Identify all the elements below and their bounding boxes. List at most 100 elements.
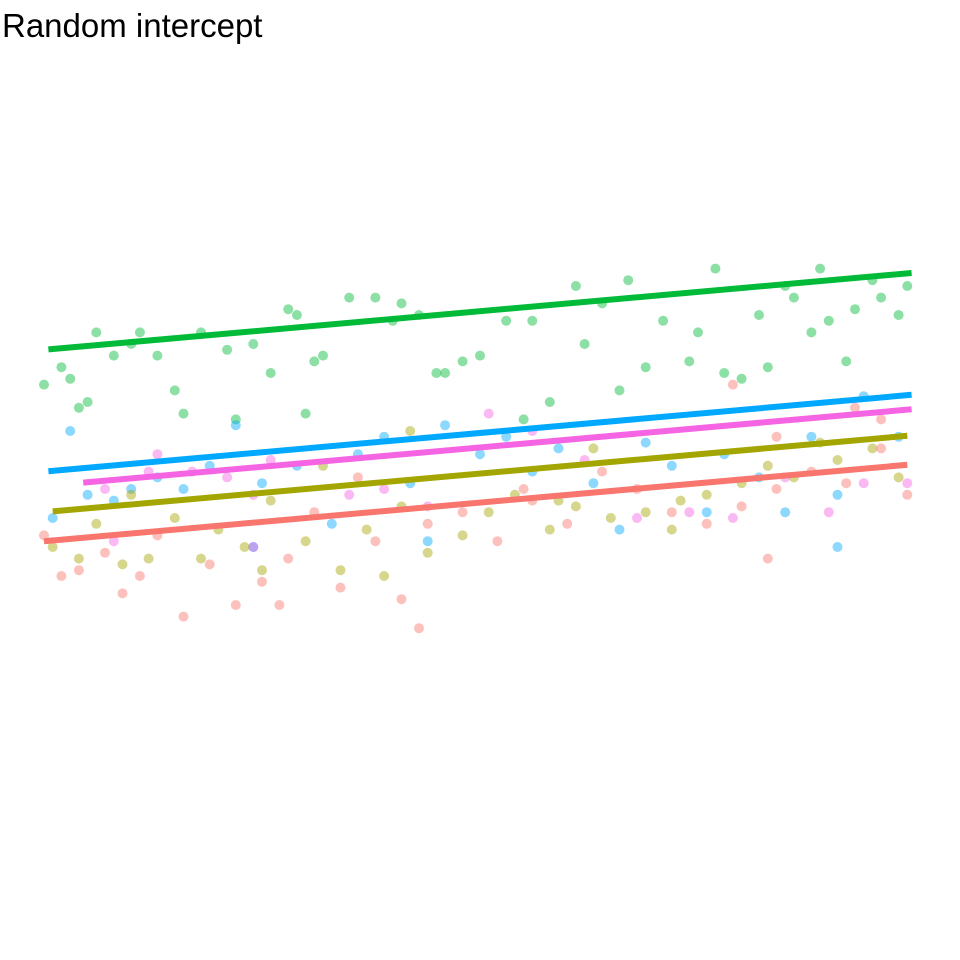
data-point-group-1-2 bbox=[56, 362, 67, 373]
data-point-group-4-16 bbox=[457, 530, 468, 541]
data-point-group-4-5 bbox=[143, 553, 154, 564]
data-point-group-1-3 bbox=[65, 373, 76, 384]
data-point-group-1-58 bbox=[710, 263, 721, 274]
data-point-group-4-17 bbox=[483, 507, 494, 518]
data-point-group-1-26 bbox=[475, 350, 485, 361]
data-point-group-4-36 bbox=[588, 443, 599, 454]
data-point-group-5-31 bbox=[902, 489, 913, 500]
data-point-group-3-7 bbox=[344, 489, 355, 500]
data-point-group-3-8 bbox=[379, 484, 390, 494]
data-point-group-1-60 bbox=[841, 356, 852, 367]
data-point-group-1-44 bbox=[893, 310, 904, 320]
data-point-group-1-37 bbox=[736, 373, 747, 384]
data-point-group-4-23 bbox=[675, 495, 686, 506]
data-point-group-1-47 bbox=[300, 408, 311, 419]
data-point-group-2-23 bbox=[640, 437, 651, 448]
data-point-group-4-11 bbox=[300, 536, 311, 547]
data-point-group-5-39 bbox=[352, 472, 363, 483]
data-point-group-5-36 bbox=[876, 414, 887, 425]
data-point-group-5-26 bbox=[736, 501, 747, 512]
data-point-group-4-4 bbox=[117, 559, 128, 570]
data-point-group-1-1 bbox=[39, 379, 49, 390]
data-point-group-5-4 bbox=[100, 547, 110, 558]
data-point-group-3-6 bbox=[265, 455, 276, 465]
data-point-group-1-24 bbox=[431, 368, 442, 378]
data-point-group-4-28 bbox=[832, 455, 843, 465]
data-point-group-4-30 bbox=[893, 472, 904, 483]
data-point-group-1-5 bbox=[82, 397, 93, 407]
data-point-group-3-13 bbox=[632, 513, 642, 523]
data-point-group-2-28 bbox=[780, 507, 791, 518]
data-point-group-4-12 bbox=[335, 565, 346, 576]
data-point-group-5-5 bbox=[117, 588, 128, 599]
data-point-group-1-27 bbox=[501, 315, 512, 326]
data-point-group-5-12 bbox=[283, 553, 294, 564]
data-point-group-2-12 bbox=[326, 518, 337, 529]
data-point-group-2-22 bbox=[614, 524, 625, 535]
data-point-group-2-25 bbox=[701, 507, 712, 518]
data-point-group-3-17 bbox=[823, 507, 834, 518]
data-point-group-4-29 bbox=[867, 443, 878, 454]
data-point-group-1-50 bbox=[684, 356, 695, 367]
data-point-group-3-21 bbox=[108, 536, 119, 547]
data-point-group-1-17 bbox=[309, 356, 320, 367]
data-point-group-5-22 bbox=[597, 466, 608, 477]
data-point-group-5-32 bbox=[274, 600, 285, 610]
data-point-group-5-11 bbox=[257, 576, 267, 587]
data-point-group-4-21 bbox=[605, 513, 616, 523]
data-point-group-1-15 bbox=[283, 304, 294, 315]
data-point-group-5-29 bbox=[841, 478, 852, 489]
data-point-group-1-34 bbox=[658, 315, 669, 326]
data-point-group-4-3 bbox=[91, 518, 102, 529]
data-point-group-3-4 bbox=[222, 472, 233, 483]
data-point-group-5-38 bbox=[771, 431, 782, 442]
data-point-group-1-36 bbox=[719, 368, 730, 378]
data-point-group-5-21 bbox=[562, 518, 573, 529]
data-point-group-5-14 bbox=[335, 582, 346, 593]
data-point-group-1-22 bbox=[396, 298, 407, 309]
data-point-group-5-6 bbox=[134, 571, 145, 581]
data-point-group-2-1 bbox=[47, 513, 58, 523]
data-point-group-1-25 bbox=[457, 356, 468, 367]
data-point-group-1-16 bbox=[291, 310, 302, 320]
data-point-group-2-30 bbox=[832, 489, 843, 500]
lines-layer bbox=[43, 270, 912, 545]
data-point-group-2-29 bbox=[806, 431, 817, 442]
data-point-group-1-53 bbox=[876, 292, 887, 303]
data-point-group-4-39 bbox=[379, 571, 390, 581]
data-point-group-3-10 bbox=[483, 408, 494, 419]
data-point-group-3-19 bbox=[902, 478, 913, 489]
data-point-group-1-46 bbox=[230, 414, 241, 425]
data-point-group-4-26 bbox=[762, 460, 773, 471]
data-point-group-5-25 bbox=[701, 518, 712, 529]
data-point-group-2-7 bbox=[178, 484, 189, 494]
data-point-group-5-40 bbox=[518, 484, 529, 494]
data-point-group-5-8 bbox=[178, 611, 189, 622]
data-point-group-1-30 bbox=[570, 281, 581, 291]
data-point-group-4-37 bbox=[666, 524, 677, 535]
data-point-group-1-56 bbox=[440, 368, 451, 378]
data-point-group-1-52 bbox=[806, 327, 817, 338]
data-point-group-1-8 bbox=[134, 327, 145, 338]
data-point-group-4-2 bbox=[73, 553, 84, 564]
data-point-group-1-45 bbox=[902, 281, 913, 291]
data-point-group-1-49 bbox=[614, 385, 625, 396]
data-point-group-3-1 bbox=[100, 484, 110, 494]
data-point-group-4-31 bbox=[126, 489, 137, 500]
chart-title: Random intercept bbox=[2, 7, 263, 44]
data-point-group-1-33 bbox=[640, 362, 651, 373]
data-point-group-5-19 bbox=[492, 536, 503, 547]
data-point-group-4-9 bbox=[239, 542, 250, 552]
data-point-group-1-18 bbox=[318, 350, 328, 361]
data-point-group-4-38 bbox=[257, 565, 267, 576]
fit-line-group-1 bbox=[48, 270, 912, 353]
data-point-group-4-10 bbox=[265, 495, 276, 506]
data-point-group-1-40 bbox=[815, 263, 826, 274]
data-point-group-2-17 bbox=[475, 449, 485, 460]
data-point-group-4-22 bbox=[640, 507, 651, 518]
data-point-group-1-4 bbox=[73, 402, 84, 413]
data-point-group-2-24 bbox=[666, 460, 677, 471]
data-point-group-2-35 bbox=[832, 542, 843, 552]
data-point-group-1-39 bbox=[788, 292, 799, 303]
